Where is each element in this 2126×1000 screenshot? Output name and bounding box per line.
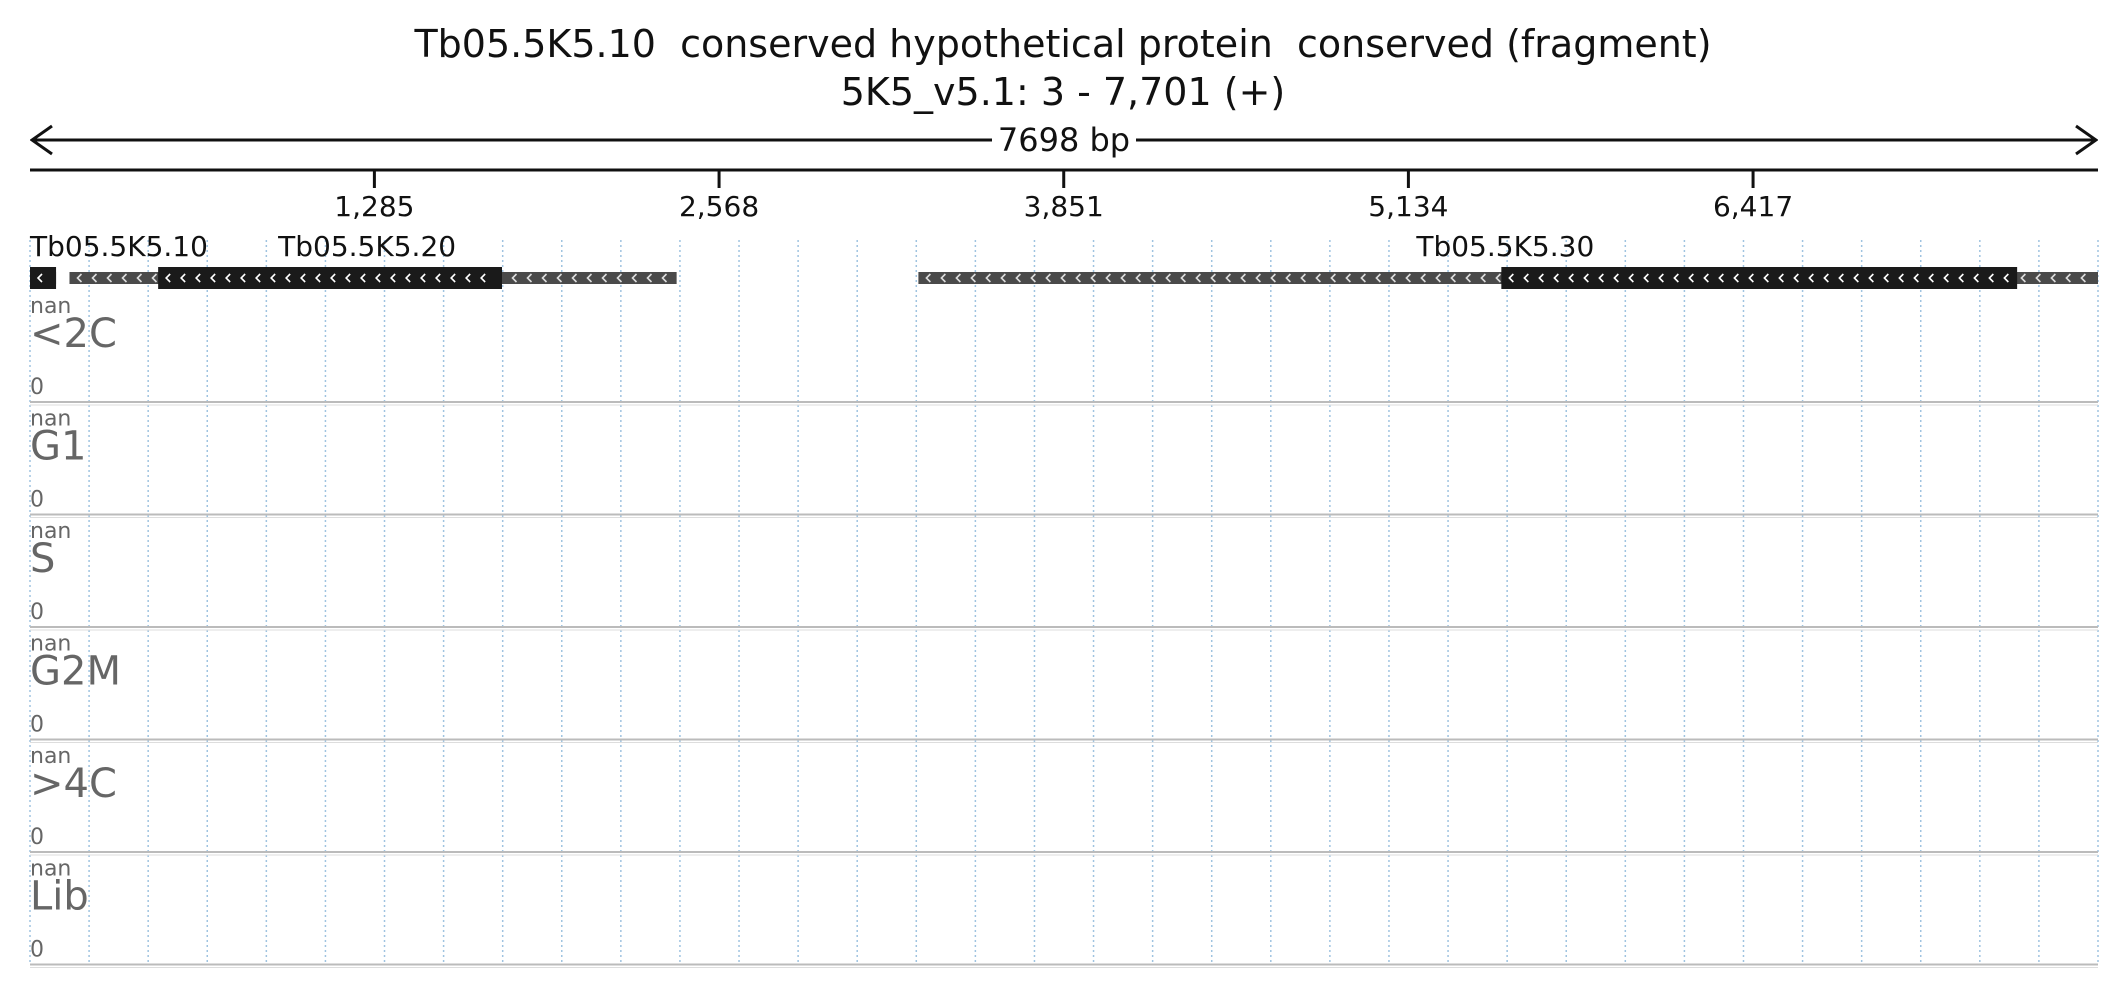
gridlines: [29, 240, 2099, 962]
track-name: Lib: [30, 874, 89, 920]
track-0: nan<2C 0: [30, 294, 2098, 406]
tick-label: 6,417: [1713, 190, 1793, 223]
gene-cds: [1501, 267, 2018, 289]
track-min-label: 0: [30, 488, 44, 513]
gene-label: Tb05.5K5.10: [29, 230, 208, 263]
track-max-label: nan: [30, 857, 71, 882]
gene-cds: [30, 267, 57, 289]
page-title: Tb05.5K5.10 conserved hypothetical prote…: [414, 22, 1712, 66]
length-scale: 7698 bp: [30, 118, 2098, 162]
tick-label: 5,134: [1368, 190, 1448, 223]
length-label: 7698 bp: [991, 121, 1137, 159]
track-max-label: nan: [30, 294, 71, 319]
track-4: nan>4C 0: [30, 744, 2098, 856]
tick-label: 2,568: [679, 190, 759, 223]
tick-label: 1,285: [334, 190, 414, 223]
gene-label: Tb05.5K5.30: [1415, 230, 1594, 263]
track-min-label: 0: [30, 375, 44, 400]
region-subtitle: 5K5_v5.1: 3 - 7,701 (+): [840, 70, 1286, 114]
track-name: >4C: [30, 761, 117, 807]
track-max-label: nan: [30, 519, 71, 544]
track-name: G2M: [30, 649, 121, 695]
track-min-label: 0: [30, 600, 44, 625]
track-min-label: 0: [30, 825, 44, 850]
ruler-ticks: 1,285 2,568 3,851 5,134 6,417: [334, 170, 1793, 223]
gene-label: Tb05.5K5.20: [277, 230, 456, 263]
track-max-label: nan: [30, 632, 71, 657]
track-name: G1: [30, 424, 86, 470]
arrow-left-icon: [30, 124, 53, 156]
gene-track: Tb05.5K5.10 Tb05.5K5.20 Tb05.5K5.30: [29, 230, 2098, 289]
gene-Tb05.5K5.30[interactable]: Tb05.5K5.30: [918, 230, 2098, 289]
track-max-label: nan: [30, 407, 71, 432]
gene-Tb05.5K5.10[interactable]: Tb05.5K5.10: [29, 230, 208, 289]
tick-label: 3,851: [1024, 190, 1104, 223]
track-max-label: nan: [30, 744, 71, 769]
gene-Tb05.5K5.20[interactable]: Tb05.5K5.20: [69, 230, 677, 289]
track-name: <2C: [30, 311, 117, 357]
track-min-label: 0: [30, 713, 44, 738]
track-name: S: [30, 536, 55, 582]
track-min-label: 0: [30, 938, 44, 963]
arrow-right-icon: [2075, 124, 2098, 156]
